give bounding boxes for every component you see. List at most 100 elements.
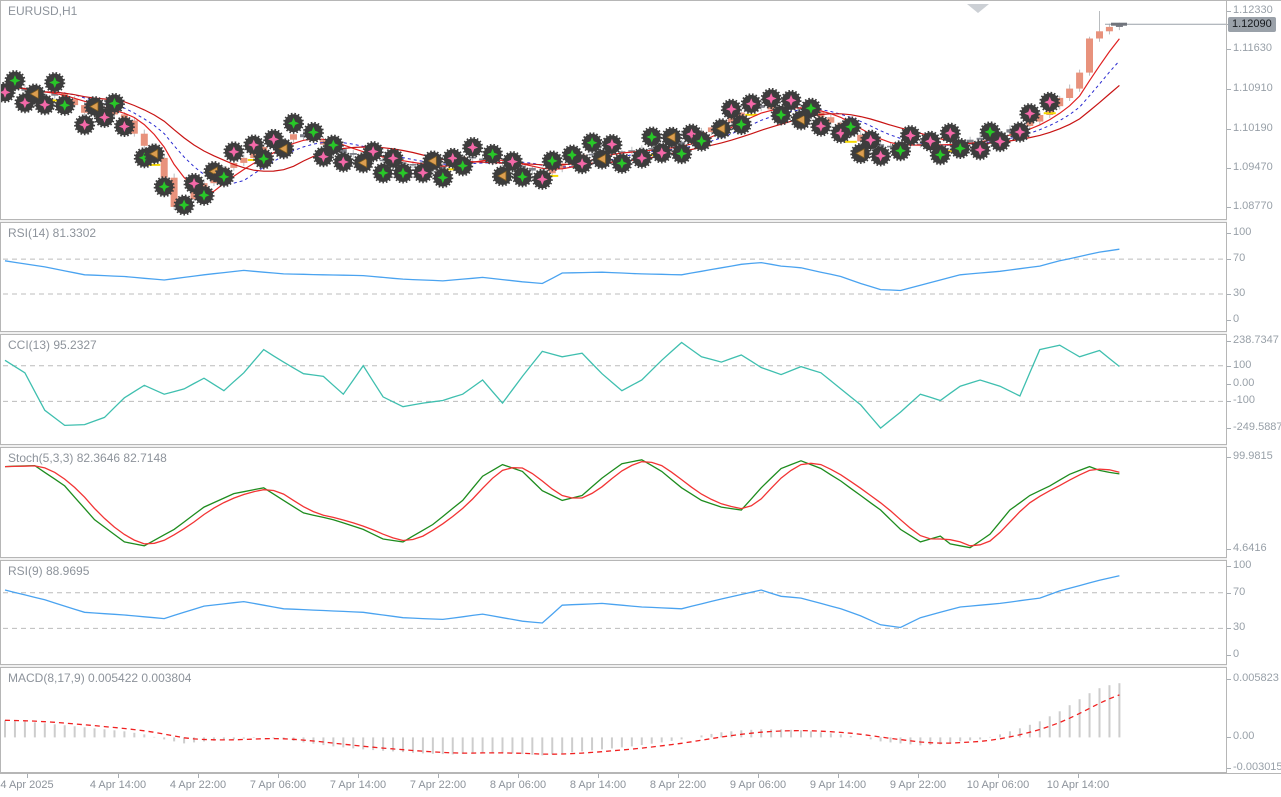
green-clover-icon (103, 92, 125, 114)
axis-label: 99.9815 (1233, 450, 1273, 462)
green-clover-icon (4, 70, 26, 92)
candle-body (648, 148, 656, 150)
green-clover-icon (302, 121, 324, 143)
candle-body (827, 117, 835, 123)
pink-clover-icon (989, 131, 1011, 153)
candle-body (240, 157, 248, 163)
axis-label: 1.08770 (1233, 200, 1273, 212)
time-label: 4 Apr 14:00 (89, 779, 147, 791)
axis-tick (1227, 593, 1231, 594)
candle-body (628, 150, 636, 152)
price-axis[interactable]: 1.12330 1.12090 1.11630 1.10910 1.10190 1.094… (1227, 0, 1281, 773)
time-label: 8 Apr 06:00 (489, 779, 547, 791)
axis-label: 0.00 (1233, 377, 1255, 389)
stochastic-canvas[interactable] (1, 448, 1226, 557)
axis-label: -249.5887 (1233, 421, 1281, 433)
macd-canvas[interactable] (1, 668, 1226, 772)
pink-clover-icon (651, 142, 673, 164)
axis-label: -100 (1233, 394, 1256, 406)
candle-body (140, 133, 148, 146)
pink-clover-icon (601, 133, 623, 155)
axis-tick (1227, 259, 1231, 260)
time-label: 10 Apr 14:00 (1046, 779, 1110, 791)
axis-tick (1227, 11, 1231, 12)
axis-tick (1227, 768, 1231, 769)
pink-clover-icon (810, 115, 832, 137)
green-clover-icon (173, 194, 195, 216)
candle-body (976, 137, 984, 140)
axis-label: 1.10190 (1233, 122, 1273, 134)
axis-label: 100 (1233, 226, 1252, 238)
macd-panel[interactable]: MACD(8,17,9) 0.005422 0.003804 (0, 667, 1227, 773)
orange-triangle-icon (273, 138, 295, 160)
pink-clover-icon (362, 141, 384, 163)
price-chart-panel[interactable]: EURUSD,H1 (0, 0, 1227, 220)
candle-body (916, 143, 924, 146)
pink-clover-icon (34, 94, 56, 116)
rsi9-canvas[interactable] (1, 561, 1226, 664)
axis-label: 1.12330 (1233, 4, 1273, 16)
time-axis[interactable]: 4 Apr 2025 4 Apr 14:00 4 Apr 22:00 7 Apr 06… (0, 773, 1281, 797)
cci-panel[interactable]: CCI(13) 95.2327 (0, 334, 1227, 445)
candle-body (170, 177, 178, 207)
time-tick (1078, 774, 1079, 778)
orange-triangle-icon (422, 150, 444, 172)
rsi9-panel[interactable]: RSI(9) 88.9695 (0, 560, 1227, 665)
green-clover-icon (890, 140, 911, 162)
candle-body (300, 134, 307, 138)
green-clover-icon (253, 148, 275, 170)
stochastic-panel[interactable]: Stoch(5,3,3) 82.3646 82.7148 (0, 447, 1227, 558)
candle-body (439, 165, 447, 169)
pink-clover-icon (860, 129, 882, 151)
auto-scroll-icon[interactable] (967, 4, 989, 13)
pink-clover-icon (1039, 91, 1061, 113)
axis-label: 0 (1233, 648, 1240, 660)
green-clover-icon (452, 155, 474, 177)
green-clover-icon (611, 152, 633, 174)
time-label: 7 Apr 22:00 (409, 779, 467, 791)
candle-body (1036, 115, 1044, 122)
time-tick (838, 774, 839, 778)
axis-tick (1227, 366, 1231, 367)
candle-body (887, 145, 894, 148)
candle-body (409, 164, 417, 166)
green-clover-icon (730, 114, 752, 136)
green-clover-icon (949, 137, 971, 159)
pink-clover-icon (939, 122, 961, 144)
green-clover-icon (54, 94, 76, 116)
pink-clover-icon (919, 130, 941, 152)
time-tick (678, 774, 679, 778)
axis-tick (1227, 207, 1231, 208)
axis-label: 1.09470 (1233, 161, 1273, 173)
pink-clover-icon (462, 136, 484, 158)
stochastic-title: Stoch(5,3,3) 82.3646 82.7148 (8, 451, 167, 465)
rsi14-canvas[interactable] (1, 223, 1226, 331)
price-chart-canvas[interactable] (1, 1, 1226, 219)
green-clover-icon (213, 166, 235, 188)
axis-tick (1227, 737, 1231, 738)
rsi14-panel[interactable]: RSI(14) 81.3302 (0, 222, 1227, 332)
axis-tick (1227, 233, 1231, 234)
candle-body (528, 167, 536, 171)
cci-title: CCI(13) 95.2327 (8, 338, 97, 352)
orange-triangle-icon (591, 148, 613, 170)
green-clover-icon (840, 116, 862, 138)
axis-tick (1227, 457, 1231, 458)
time-tick (198, 774, 199, 778)
rsi9-title: RSI(9) 88.9695 (8, 564, 90, 578)
pink-clover-icon (223, 141, 245, 163)
time-tick (27, 774, 28, 778)
cci-canvas[interactable] (1, 335, 1226, 444)
green-clover-icon (641, 126, 663, 148)
axis-tick (1227, 428, 1231, 429)
axis-label: 30 (1233, 287, 1246, 299)
candle-body (588, 153, 596, 156)
axis-tick (1227, 49, 1231, 50)
axis-label: 0.005823 (1233, 672, 1279, 684)
axis-label: 100 (1233, 359, 1252, 371)
pink-clover-icon (899, 125, 921, 147)
axis-tick (1227, 384, 1231, 385)
green-clover-icon (153, 176, 175, 198)
pink-clover-icon (631, 147, 653, 169)
candle-body (1076, 72, 1084, 89)
